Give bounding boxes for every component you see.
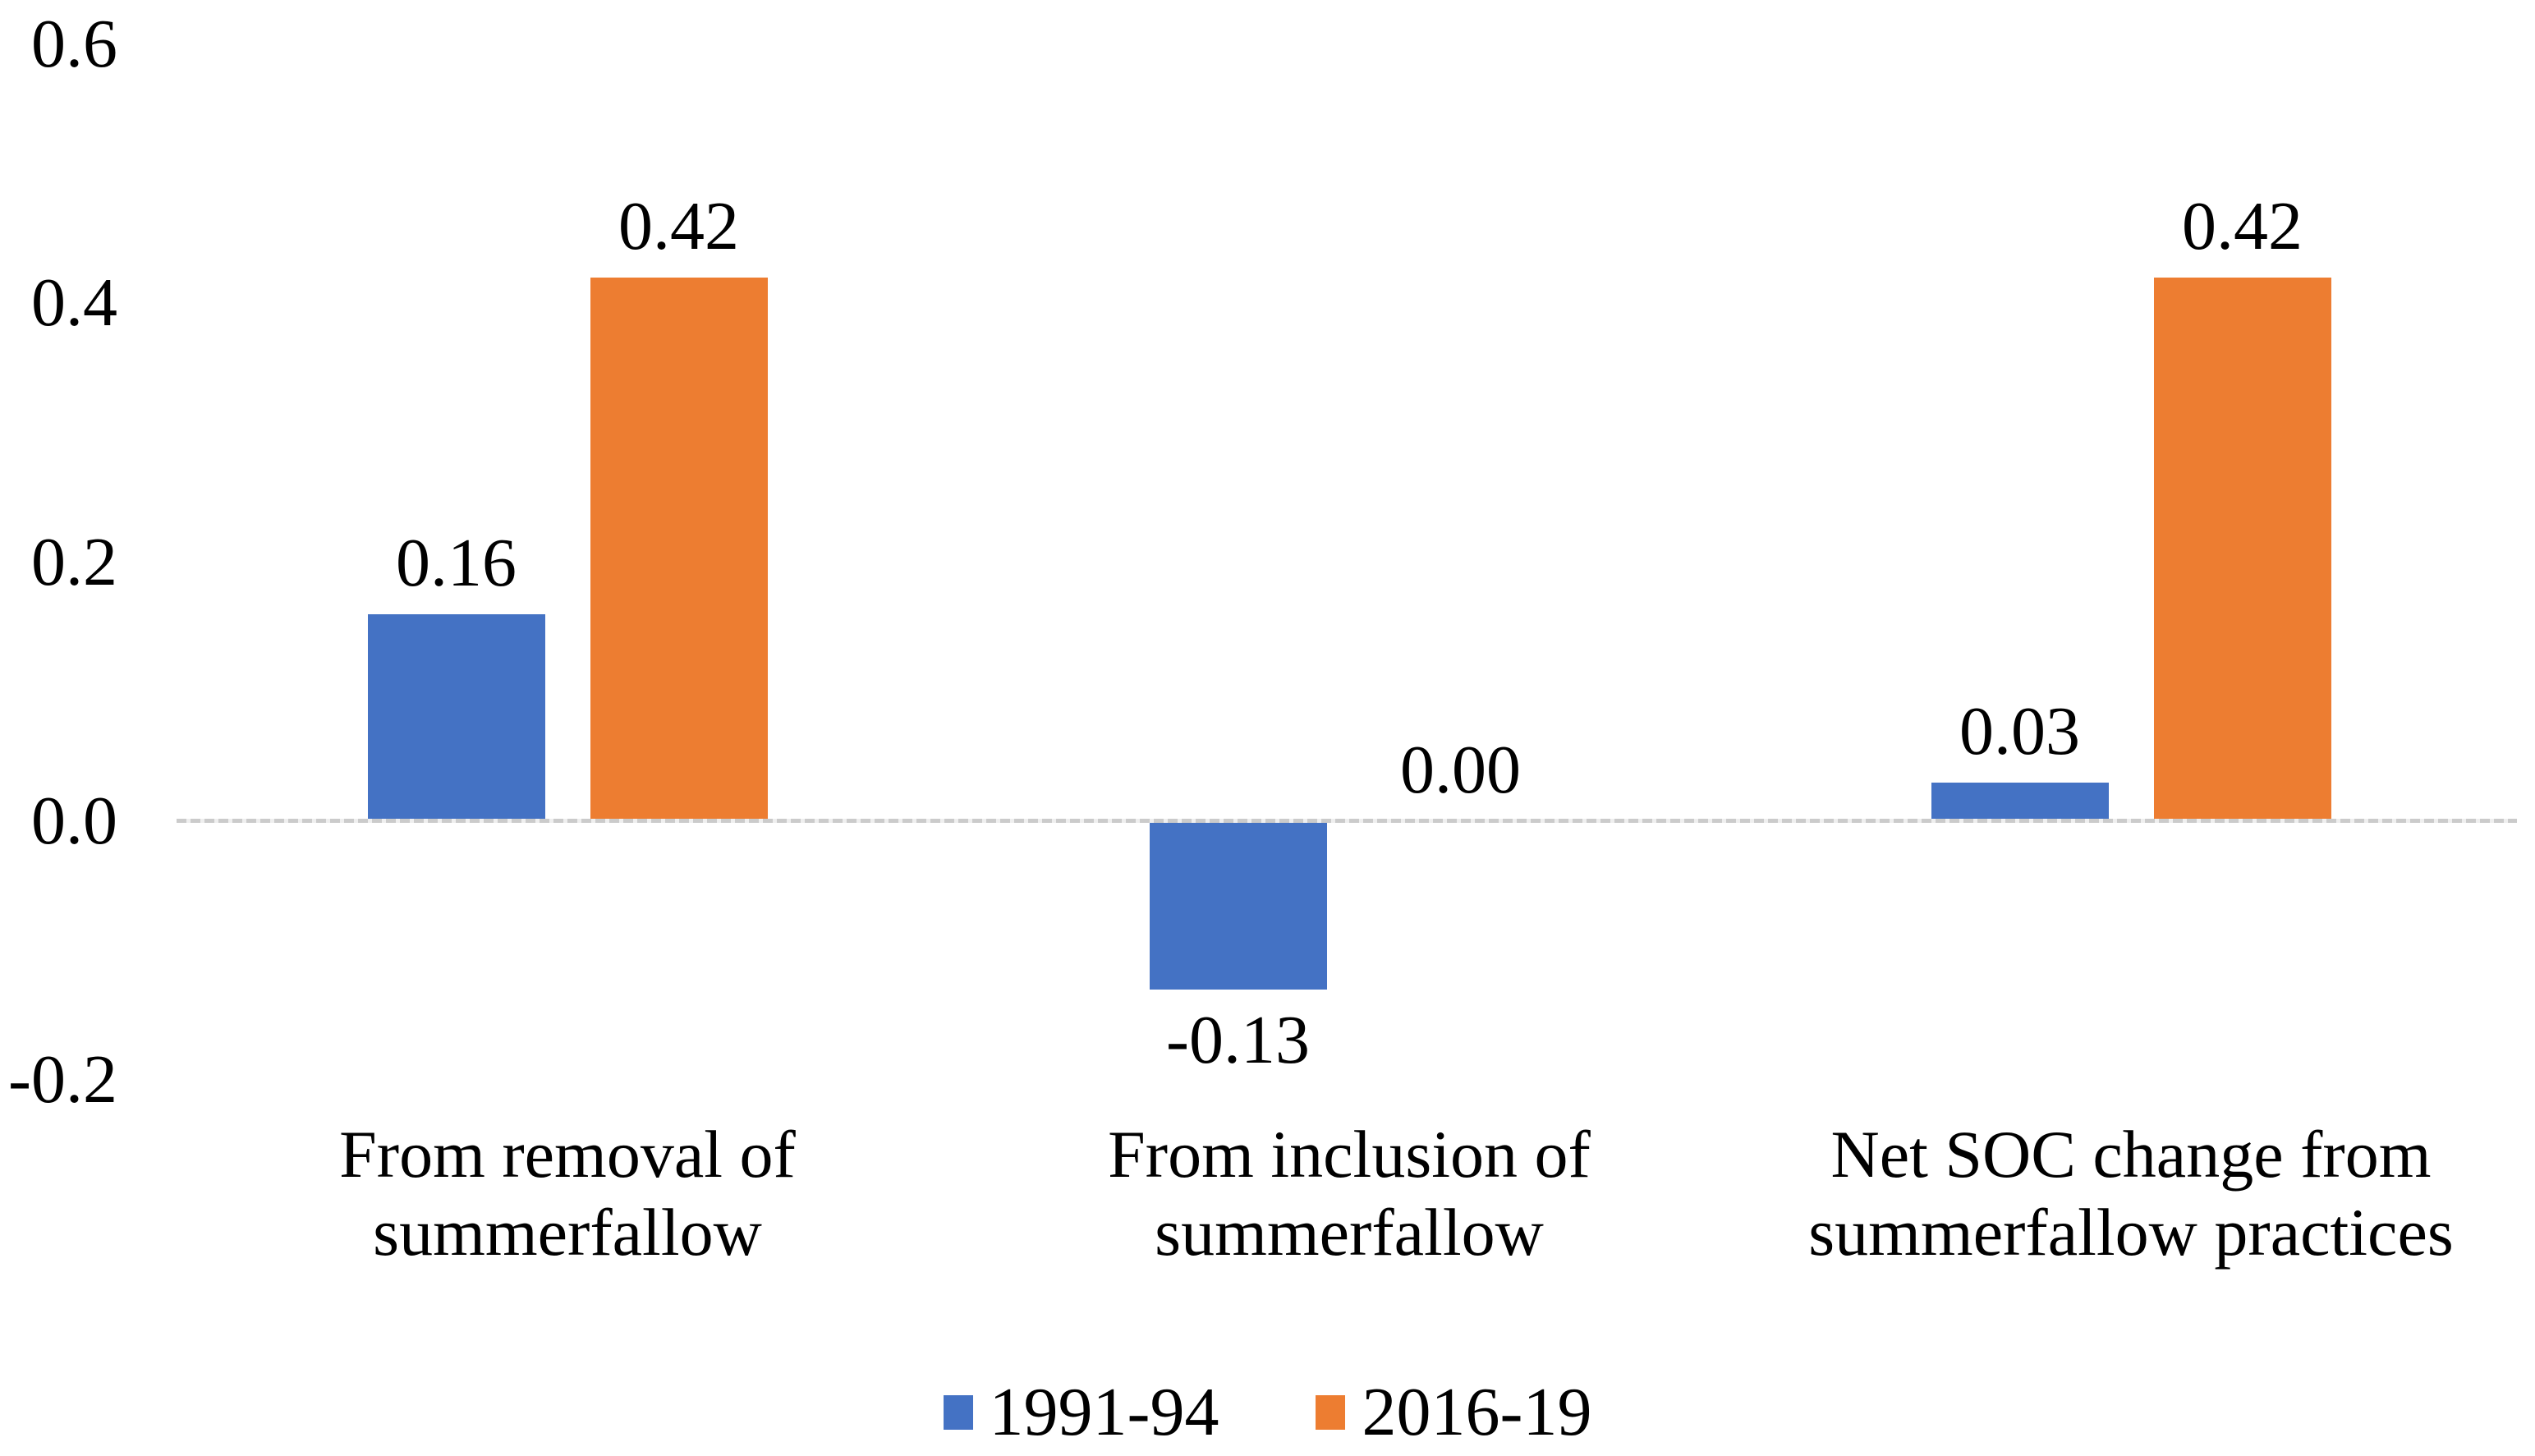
legend-label-2016-19: 2016-19 <box>1362 1374 1592 1450</box>
category-label-1: From removal of summerfallow <box>339 1117 796 1270</box>
category-label-3: Net SOC change from summerfallow practic… <box>1808 1117 2454 1270</box>
value-label-1991-94-cat3: 0.03 <box>1959 692 2080 769</box>
y-tick-label--0.2: -0.2 <box>8 1041 117 1118</box>
bar-1991-94-cat2 <box>1149 821 1327 990</box>
y-tick-label-0.2: 0.2 <box>31 523 117 600</box>
value-label-2016-19-cat2: 0.00 <box>1400 732 1521 808</box>
value-label-1991-94-cat2: -0.13 <box>1166 1002 1310 1078</box>
bar-1991-94-cat1 <box>367 613 545 821</box>
legend: 1991-94 2016-19 <box>943 1373 1592 1452</box>
y-tick-label-0.0: 0.0 <box>31 783 117 859</box>
legend-item-1991-94: 1991-94 <box>943 1373 1219 1452</box>
value-label-1991-94-cat1: 0.16 <box>396 524 517 601</box>
x-axis-line <box>177 819 2517 823</box>
legend-item-2016-19: 2016-19 <box>1316 1373 1592 1452</box>
bar-1991-94-cat3 <box>1931 782 2109 821</box>
bar-2016-19-cat1 <box>590 277 768 821</box>
value-label-2016-19-cat3: 0.42 <box>2182 187 2303 264</box>
category-label-2: From inclusion of summerfallow <box>1108 1117 1591 1270</box>
legend-label-1991-94: 1991-94 <box>989 1374 1219 1450</box>
legend-swatch-2016-19 <box>1316 1395 1346 1430</box>
y-tick-label-0.6: 0.6 <box>31 5 117 82</box>
bar-2016-19-cat3 <box>2153 277 2331 821</box>
legend-swatch-1991-94 <box>943 1395 973 1430</box>
value-label-2016-19-cat1: 0.42 <box>618 187 739 264</box>
y-tick-label-0.4: 0.4 <box>31 264 117 342</box>
